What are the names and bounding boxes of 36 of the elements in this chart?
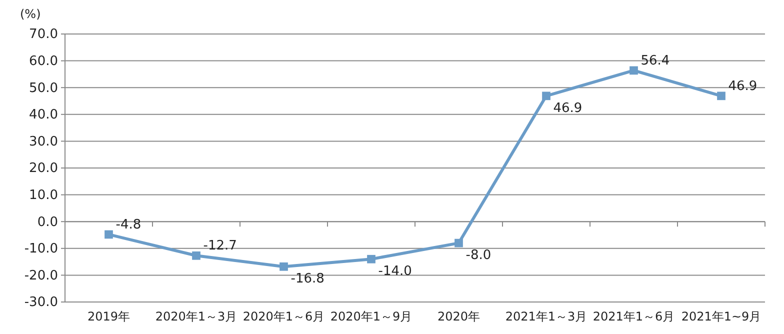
point xyxy=(542,92,550,100)
y-tick-label: 60.0 xyxy=(29,54,58,69)
y-axis-title: (%) xyxy=(20,7,41,21)
data-label: -8.0 xyxy=(466,248,492,264)
x-tick-label: 2020年1～3月 xyxy=(155,310,238,324)
data-label: -12.7 xyxy=(203,238,237,254)
point xyxy=(630,66,638,75)
y-tick-label: -10.0 xyxy=(24,242,58,257)
x-tick-label: 2021年1~9月 xyxy=(681,310,762,324)
data-label: -4.8 xyxy=(116,217,142,232)
data-label: 46.9 xyxy=(553,100,582,116)
x-tick-label: 2019年 xyxy=(87,310,130,324)
data-label: -16.8 xyxy=(290,272,324,287)
point xyxy=(104,230,113,239)
data-label: -14.0 xyxy=(378,264,412,280)
point xyxy=(367,254,376,264)
y-tick-label: 70.0 xyxy=(29,27,58,42)
y-tick-label: 30.0 xyxy=(29,134,58,150)
data-label: 46.9 xyxy=(728,78,758,94)
x-tick-label: 2020年 xyxy=(437,310,480,324)
y-tick-label: 20.0 xyxy=(29,161,58,176)
y-tick-label: -30.0 xyxy=(24,295,58,310)
x-tick-label: 2020年1～6月 xyxy=(242,310,325,324)
point xyxy=(280,262,288,271)
y-tick-label: 50.0 xyxy=(29,80,58,96)
y-tick-label: 10.0 xyxy=(29,188,58,203)
y-tick-label: -20.0 xyxy=(24,268,58,284)
point xyxy=(717,92,726,100)
y-tick-label: 40.0 xyxy=(29,108,58,123)
x-tick-label: 2021年1～3月 xyxy=(505,310,588,324)
y-tick-label: 0.0 xyxy=(37,214,58,230)
point xyxy=(192,251,200,260)
data-label: 56.4 xyxy=(640,53,670,68)
x-tick-label: 2020年1～9月 xyxy=(330,310,412,324)
x-tick-label: 2021年1～6月 xyxy=(592,310,675,324)
point xyxy=(454,238,463,248)
